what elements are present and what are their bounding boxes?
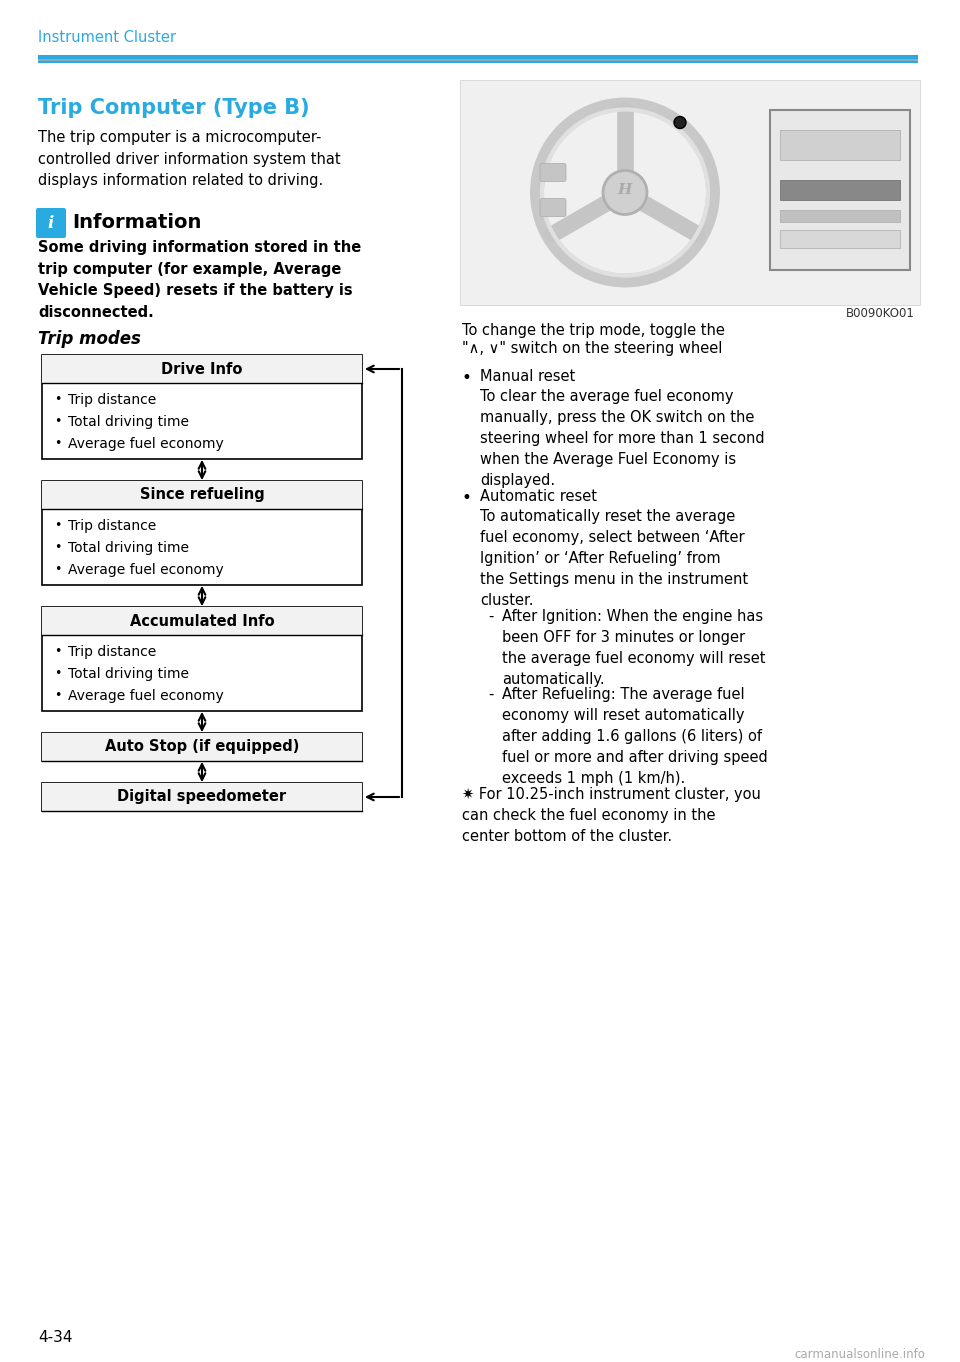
Text: •: • — [462, 489, 472, 507]
Bar — [42, 355, 362, 459]
Text: Since refueling: Since refueling — [139, 488, 264, 503]
Bar — [780, 210, 900, 222]
Text: To automatically reset the average
fuel economy, select between ‘After
Ignition’: To automatically reset the average fuel … — [480, 509, 748, 607]
Text: •: • — [55, 667, 61, 681]
Text: Trip distance: Trip distance — [68, 519, 156, 533]
Bar — [42, 783, 362, 810]
Bar — [42, 481, 362, 586]
Circle shape — [603, 170, 647, 214]
Text: carmanualsonline.info: carmanualsonline.info — [794, 1348, 925, 1361]
Bar — [780, 180, 900, 200]
Text: The trip computer is a microcomputer-
controlled driver information system that
: The trip computer is a microcomputer- co… — [38, 129, 341, 188]
Text: •: • — [55, 542, 61, 554]
Text: Average fuel economy: Average fuel economy — [68, 563, 224, 577]
Text: ✷ For 10.25-inch instrument cluster, you
can check the fuel economy in the
cente: ✷ For 10.25-inch instrument cluster, you… — [462, 787, 761, 844]
Bar — [42, 355, 362, 383]
Text: Total driving time: Total driving time — [68, 541, 189, 554]
Text: •: • — [55, 394, 61, 406]
Text: •: • — [55, 437, 61, 451]
Text: Instrument Cluster: Instrument Cluster — [38, 30, 176, 45]
Text: Auto Stop (if equipped): Auto Stop (if equipped) — [105, 740, 300, 755]
Text: Manual reset: Manual reset — [480, 369, 575, 384]
Text: •: • — [55, 415, 61, 429]
Bar — [42, 607, 362, 635]
Text: After Refueling: The average fuel
economy will reset automatically
after adding : After Refueling: The average fuel econom… — [502, 686, 768, 786]
Text: •: • — [55, 689, 61, 703]
Text: Drive Info: Drive Info — [161, 361, 243, 376]
Bar — [42, 783, 362, 810]
Bar — [42, 733, 362, 761]
Text: -: - — [488, 609, 493, 624]
Text: H: H — [618, 184, 633, 197]
Bar — [780, 230, 900, 248]
Text: Automatic reset: Automatic reset — [480, 489, 597, 504]
Bar — [42, 481, 362, 509]
Text: To clear the average fuel economy
manually, press the OK switch on the
steering : To clear the average fuel economy manual… — [480, 390, 764, 488]
Text: Some driving information stored in the
trip computer (for example, Average
Vehic: Some driving information stored in the t… — [38, 240, 361, 320]
Text: Digital speedometer: Digital speedometer — [117, 790, 287, 805]
Text: •: • — [55, 519, 61, 533]
Text: Average fuel economy: Average fuel economy — [68, 437, 224, 451]
Bar — [42, 607, 362, 711]
Text: •: • — [462, 369, 472, 387]
Text: 4-34: 4-34 — [38, 1331, 73, 1346]
Text: B0090KO01: B0090KO01 — [846, 306, 915, 320]
Bar — [770, 110, 910, 270]
FancyBboxPatch shape — [540, 163, 566, 181]
Text: •: • — [55, 646, 61, 658]
Text: Information: Information — [72, 212, 202, 232]
Text: After Ignition: When the engine has
been OFF for 3 minutes or longer
the average: After Ignition: When the engine has been… — [502, 609, 765, 686]
Text: Trip distance: Trip distance — [68, 394, 156, 407]
Text: i: i — [48, 214, 54, 232]
Bar — [780, 129, 900, 159]
Text: Trip Computer (Type B): Trip Computer (Type B) — [38, 98, 310, 118]
Text: To change the trip mode, toggle the: To change the trip mode, toggle the — [462, 323, 725, 338]
Bar — [42, 733, 362, 761]
Text: Average fuel economy: Average fuel economy — [68, 689, 224, 703]
Text: Trip modes: Trip modes — [38, 330, 141, 349]
FancyBboxPatch shape — [36, 208, 66, 238]
Text: Total driving time: Total driving time — [68, 667, 189, 681]
Bar — [38, 59, 918, 61]
Text: Total driving time: Total driving time — [68, 415, 189, 429]
FancyBboxPatch shape — [540, 199, 566, 217]
Text: -: - — [488, 686, 493, 701]
Bar — [38, 54, 918, 63]
Text: •: • — [55, 564, 61, 576]
Bar — [460, 80, 920, 305]
Text: Trip distance: Trip distance — [68, 646, 156, 659]
Circle shape — [674, 117, 686, 128]
Text: "∧, ∨" switch on the steering wheel: "∧, ∨" switch on the steering wheel — [462, 340, 722, 355]
Text: Accumulated Info: Accumulated Info — [130, 613, 275, 628]
